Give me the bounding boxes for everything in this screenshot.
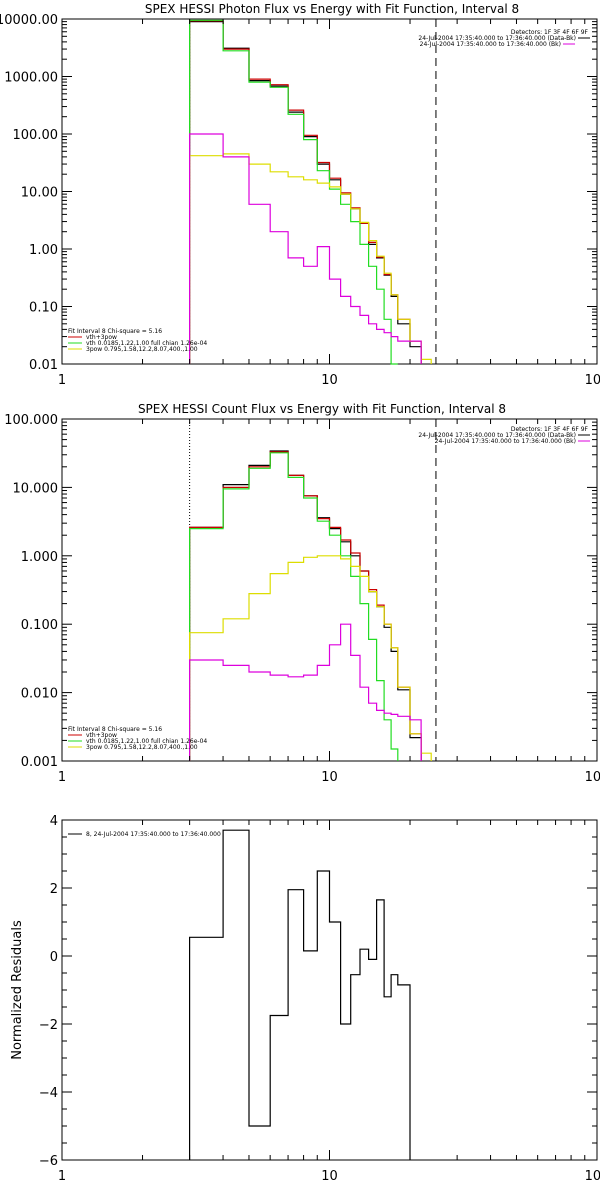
y-tick-label: 1000.00 bbox=[4, 71, 58, 86]
y-tick-label: −4 bbox=[39, 1086, 58, 1101]
residuals-ylabel: Normalized Residuals bbox=[10, 920, 25, 1060]
count-legend-data-bk: 24-Jul-2004 17:35:40.000 to 17:36:40.000… bbox=[418, 432, 576, 439]
y-tick-label: 2 bbox=[50, 882, 58, 897]
series-bk bbox=[189, 623, 422, 761]
y-tick-label: 10.00 bbox=[21, 186, 58, 201]
count-flux-panel: SPEX HESSI Count Flux vs Energy with Fit… bbox=[4, 402, 600, 785]
count-plot-frame bbox=[61, 418, 598, 762]
series-vth bbox=[189, 452, 399, 761]
x-tick-label: 1 bbox=[58, 1169, 66, 1184]
y-tick-label: −6 bbox=[39, 1154, 58, 1169]
count-legend-vth: vth 0.0185,1.22,1.00 full chian 1.26e-04 bbox=[86, 738, 207, 745]
y-tick-label: 100.000 bbox=[4, 413, 58, 428]
y-tick-label: 10.000 bbox=[13, 481, 59, 496]
x-tick-label: 100 bbox=[585, 770, 600, 785]
y-tick-label: 1.000 bbox=[21, 550, 58, 565]
x-tick-label: 10 bbox=[321, 1169, 338, 1184]
count-legend-topright: Detectors: 1F 3F 4F 6F 9F 24-Jul-2004 17… bbox=[418, 426, 590, 445]
series-vth-3pow bbox=[189, 20, 422, 364]
photon-legend-bottomleft: Fit Interval 8 Chi-square = 5.16 vth+3po… bbox=[68, 328, 207, 353]
count-flux-title: SPEX HESSI Count Flux vs Energy with Fit… bbox=[138, 402, 506, 416]
series-vth bbox=[189, 19, 398, 365]
count-legend-total: vth+3pow bbox=[86, 732, 117, 739]
x-tick-label: 100 bbox=[585, 1169, 600, 1184]
photon-legend-total: vth+3pow bbox=[86, 334, 117, 341]
y-tick-label: 4 bbox=[50, 814, 58, 829]
photon-legend-detectors: Detectors: 1F 3F 4F 6F 9F bbox=[511, 29, 589, 36]
y-tick-label: 100.00 bbox=[13, 128, 59, 143]
photon-legend-bk: 24-Jul-2004 17:35:40.000 to 17:36:40.000… bbox=[420, 41, 561, 48]
series-8-24-jul-2004-17-35-40-000-to-17-36-40-000 bbox=[189, 829, 411, 1160]
x-tick-label: 1 bbox=[58, 373, 66, 388]
count-legend-fit: Fit Interval 8 Chi-square = 5.16 bbox=[68, 726, 162, 733]
residuals-panel: Normalized Residuals 1 10 100 −6 −4 −2 0 2 4 8, … bbox=[10, 814, 600, 1184]
photon-legend-3pow: 3pow 0.795,1.58,12.2,8.07,400.,1.00 bbox=[86, 346, 198, 353]
count-tick-layer: 1 10 100 0.001 0.010 0.100 1.000 10.000 100.000 bbox=[4, 413, 600, 785]
photon-flux-panel: SPEX HESSI Photon Flux vs Energy with Fi… bbox=[0, 2, 600, 388]
count-legend-3pow: 3pow 0.795,1.58,12.2,8.07,400.,1.00 bbox=[86, 744, 198, 751]
count-legend-detectors: Detectors: 1F 3F 4F 6F 9F bbox=[511, 426, 589, 433]
photon-legend-data-bk: 24-Jul-2004 17:35:40.000 to 17:36:40.000… bbox=[418, 35, 576, 42]
series-3pow bbox=[189, 555, 432, 761]
photon-plot-frame bbox=[61, 18, 598, 365]
x-tick-label: 100 bbox=[585, 373, 600, 388]
series-data-bk bbox=[189, 450, 422, 761]
y-tick-label: 0 bbox=[50, 950, 58, 965]
series-data-bk bbox=[189, 21, 422, 364]
photon-series-layer bbox=[189, 19, 437, 365]
count-legend-bottomleft: Fit Interval 8 Chi-square = 5.16 vth+3po… bbox=[68, 726, 207, 751]
count-series-layer bbox=[189, 419, 437, 761]
x-tick-label: 1 bbox=[58, 770, 66, 785]
photon-legend-topright: Detectors: 1F 3F 4F 6F 9F 24-Jul-2004 17… bbox=[418, 29, 590, 48]
photon-tick-layer: 1 10 100 0.01 0.10 1.00 10.00 100.00 1000.00 1000… bbox=[0, 13, 600, 388]
y-tick-label: 10000.00 bbox=[0, 13, 58, 28]
series-3pow bbox=[189, 153, 432, 364]
residuals-tick-layer: 1 10 100 −6 −4 −2 0 2 4 bbox=[39, 814, 600, 1184]
residuals-legend: 8, 24-Jul-2004 17:35:40.000 to 17:36:40.… bbox=[86, 831, 221, 838]
x-tick-label: 10 bbox=[321, 373, 338, 388]
count-legend-bk: 24-Jul-2004 17:35:40.000 to 17:36:40.000… bbox=[435, 438, 576, 445]
y-tick-label: −2 bbox=[39, 1018, 58, 1033]
residuals-series-layer bbox=[189, 829, 411, 1160]
y-tick-label: 0.010 bbox=[21, 687, 58, 702]
photon-legend-fit: Fit Interval 8 Chi-square = 5.16 bbox=[68, 328, 162, 335]
y-tick-label: 0.10 bbox=[29, 301, 58, 316]
photon-legend-vth: vth 0.0185,1.22,1.00 full chian 1.26e-04 bbox=[86, 340, 207, 347]
photon-flux-title: SPEX HESSI Photon Flux vs Energy with Fi… bbox=[145, 2, 519, 16]
y-tick-label: 0.01 bbox=[29, 358, 58, 373]
y-tick-label: 0.100 bbox=[21, 618, 58, 633]
series-bk bbox=[189, 133, 422, 364]
y-tick-label: 0.001 bbox=[21, 755, 58, 770]
x-tick-label: 10 bbox=[321, 770, 338, 785]
y-tick-label: 1.00 bbox=[29, 243, 58, 258]
